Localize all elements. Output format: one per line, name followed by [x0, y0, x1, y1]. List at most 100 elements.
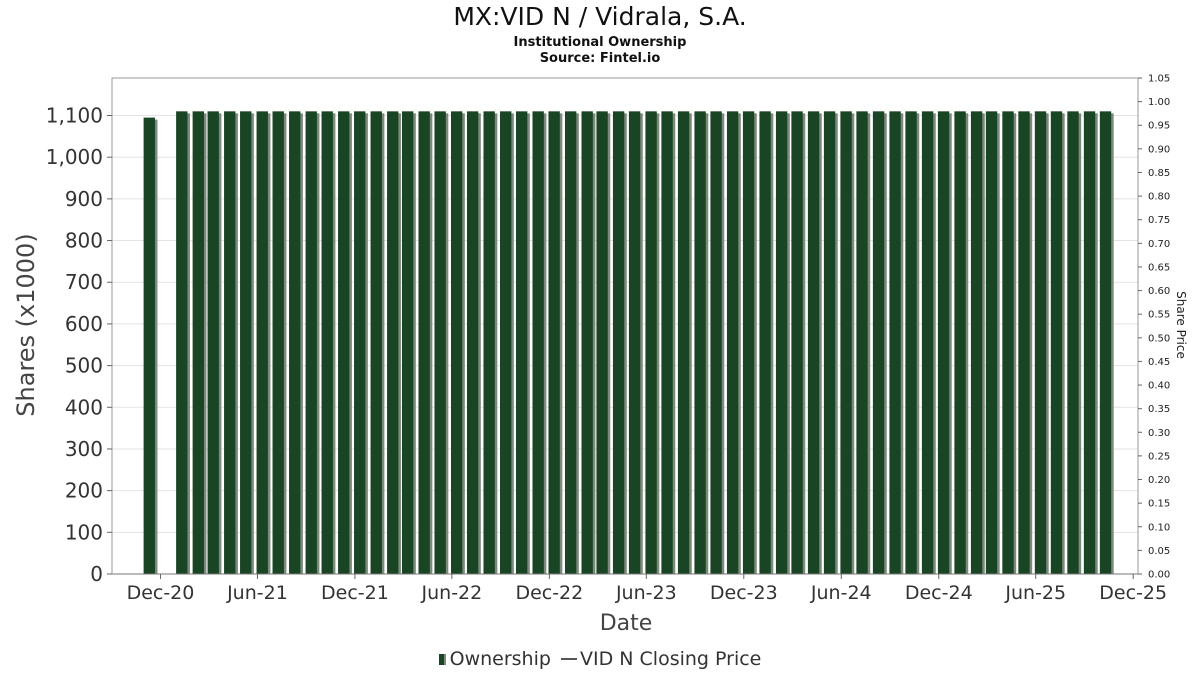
- bar: [354, 111, 366, 574]
- bar: [1034, 111, 1047, 574]
- bar: [532, 111, 544, 574]
- x-tick-label: Dec-24: [905, 582, 973, 604]
- bar: [499, 111, 512, 574]
- bar: [628, 111, 641, 574]
- bar: [905, 111, 917, 574]
- legend-swatch-price: [561, 658, 577, 660]
- bar: [418, 111, 430, 574]
- bar: [548, 111, 560, 574]
- bar: [937, 111, 950, 574]
- y-tick-label: 0: [90, 562, 103, 586]
- y-tick-label: 200: [65, 479, 103, 503]
- bar: [856, 111, 868, 574]
- y2-tick-label: 0.90: [1148, 144, 1170, 155]
- y2-tick-label: 0.95: [1148, 121, 1170, 132]
- x-tick-label: Jun-21: [226, 582, 288, 604]
- bar: [970, 111, 983, 574]
- y-tick-label: 1,000: [46, 145, 103, 169]
- bar: [1018, 111, 1030, 574]
- y-tick-label: 600: [65, 312, 103, 336]
- bar: [954, 111, 966, 574]
- bar: [921, 111, 934, 574]
- y2-axis-label: Share Price: [1174, 291, 1188, 359]
- bar: [677, 111, 690, 574]
- bar: [661, 111, 673, 574]
- y-tick-label: 800: [65, 229, 103, 253]
- bar: [823, 111, 836, 574]
- x-tick-label: Jun-25: [1004, 582, 1066, 604]
- y2-tick-label: 0.65: [1148, 262, 1170, 273]
- bar: [338, 111, 350, 574]
- legend-label-ownership: Ownership: [449, 647, 551, 670]
- y2-tick-label: 0.40: [1148, 381, 1170, 392]
- bar: [581, 111, 593, 574]
- x-tick-label: Jun-23: [615, 582, 677, 604]
- bar: [1083, 111, 1096, 574]
- bar: [305, 111, 317, 574]
- y-axis-label: Shares (x1000): [12, 233, 40, 416]
- bar: [564, 111, 577, 574]
- legend-label-price: VID N Closing Price: [580, 647, 762, 670]
- y2-tick-label: 0.05: [1148, 546, 1170, 557]
- y-tick-label: 700: [65, 270, 103, 294]
- bar: [759, 111, 771, 574]
- bar: [256, 111, 268, 574]
- bar: [726, 111, 739, 574]
- chart-subtitle: Institutional Ownership: [513, 35, 687, 50]
- chart-source: Source: Fintel.io: [539, 51, 661, 66]
- bar: [240, 111, 252, 574]
- bar: [791, 111, 803, 574]
- y-tick-label: 900: [65, 187, 103, 211]
- y2-tick-label: 0.75: [1148, 215, 1170, 226]
- chart-title: MX:VID N / Vidrala, S.A.: [453, 2, 747, 31]
- bar: [401, 111, 414, 574]
- bar: [387, 111, 399, 574]
- x-tick-label: Dec-23: [710, 582, 778, 604]
- bar: [289, 111, 301, 574]
- bar: [612, 111, 625, 574]
- bar: [596, 111, 608, 574]
- bar: [1050, 111, 1063, 574]
- x-axis-label: Date: [600, 611, 653, 636]
- y2-tick-label: 0.30: [1148, 428, 1170, 439]
- legend-swatch-ownership: [438, 653, 446, 665]
- legend-item-price[interactable]: VID N Closing Price: [557, 648, 761, 670]
- y-tick-label: 1,100: [46, 104, 103, 128]
- y2-tick-label: 1.05: [1148, 74, 1170, 85]
- bar: [742, 111, 755, 574]
- bar: [450, 111, 463, 574]
- y2-tick-label: 0.50: [1148, 333, 1170, 344]
- x-tick-label: Dec-21: [321, 582, 389, 604]
- x-tick-label: Jun-22: [421, 582, 483, 604]
- y2-tick-label: 0.35: [1148, 404, 1170, 415]
- bar: [840, 111, 852, 574]
- y-tick-label: 500: [65, 354, 103, 378]
- x-tick-label: Jun-24: [810, 582, 872, 604]
- bar: [207, 111, 219, 574]
- bar: [434, 111, 446, 574]
- bar: [775, 111, 788, 574]
- y2-tick-label: 0.15: [1148, 499, 1170, 510]
- bar: [192, 111, 204, 574]
- bar: [272, 111, 284, 574]
- bar: [710, 111, 722, 574]
- bar: [515, 111, 528, 574]
- legend-item-ownership[interactable]: Ownership: [438, 647, 551, 670]
- bar: [1067, 111, 1079, 574]
- y2-tick-label: 0.60: [1148, 286, 1170, 297]
- bar: [889, 111, 901, 574]
- bar: [143, 117, 155, 574]
- bar: [466, 111, 479, 574]
- y2-tick-label: 0.20: [1148, 475, 1170, 486]
- bar: [985, 111, 998, 574]
- bar: [224, 111, 236, 574]
- y2-tick-label: 0.10: [1148, 522, 1170, 533]
- bar: [321, 111, 333, 574]
- y2-tick-label: 0.70: [1148, 239, 1170, 250]
- bar: [176, 111, 188, 574]
- x-tick-label: Dec-20: [127, 582, 195, 604]
- y2-tick-label: 1.00: [1148, 97, 1170, 108]
- bar: [645, 111, 657, 574]
